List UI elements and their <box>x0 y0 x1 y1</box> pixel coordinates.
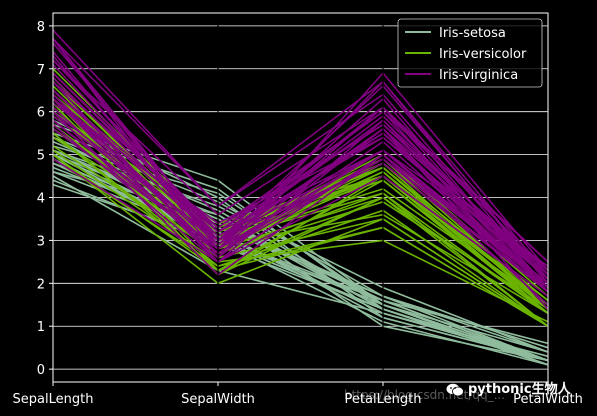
xtick-label: PetalLength <box>345 392 422 407</box>
legend-label: Iris-virginica <box>439 68 518 83</box>
xtick-label: PetalWidth <box>513 392 583 407</box>
legend: Iris-setosa Iris-versicolor Iris-virginica <box>397 18 543 88</box>
data-line <box>52 111 549 293</box>
data-line <box>52 149 549 323</box>
y-tick-labels: 0 1 2 3 4 5 6 7 8 <box>37 20 53 378</box>
data-line <box>52 38 549 276</box>
data-line <box>52 111 549 306</box>
ytick-label: 1 <box>37 320 45 335</box>
series-lines <box>52 29 549 366</box>
data-line <box>52 89 549 284</box>
data-line <box>52 38 549 284</box>
x-tick-labels: SepalLength SepalWidth PetalLength PetalWid… <box>13 382 583 407</box>
data-line <box>52 59 549 263</box>
data-line <box>52 98 549 289</box>
legend-box <box>397 18 543 88</box>
legend-label: Iris-versicolor <box>439 47 527 62</box>
data-line <box>52 93 549 289</box>
data-line <box>52 158 549 297</box>
data-line <box>52 175 549 358</box>
series-iris-setosa <box>52 119 549 366</box>
ytick-label: 6 <box>37 106 45 121</box>
ytick-label: 0 <box>37 363 45 378</box>
data-line <box>52 106 549 310</box>
ytick-label: 4 <box>37 192 45 207</box>
ytick-label: 3 <box>37 234 45 249</box>
data-line <box>52 51 549 289</box>
data-line <box>52 102 549 272</box>
data-line <box>52 93 549 276</box>
data-line <box>52 89 549 293</box>
legend-label: Iris-setosa <box>439 26 506 41</box>
series-iris-virginica <box>52 29 549 310</box>
watermark-url: https://blog.csdn.net/qq_... <box>344 388 506 402</box>
ytick-label: 5 <box>37 149 45 164</box>
watermark-brand-text: pythonic生物人 <box>468 382 571 397</box>
data-line <box>52 132 549 327</box>
data-line <box>52 38 549 271</box>
ytick-label: 2 <box>37 277 45 292</box>
ytick-label: 8 <box>37 20 45 35</box>
data-line <box>52 153 549 327</box>
plot-frame <box>52 12 549 383</box>
watermark-brand: pythonic生物人 <box>446 378 571 397</box>
wechat-icon <box>446 383 464 396</box>
xtick-label: SepalLength <box>13 392 94 407</box>
xtick-label: SepalWidth <box>181 392 255 407</box>
ytick-label: 7 <box>37 63 45 78</box>
